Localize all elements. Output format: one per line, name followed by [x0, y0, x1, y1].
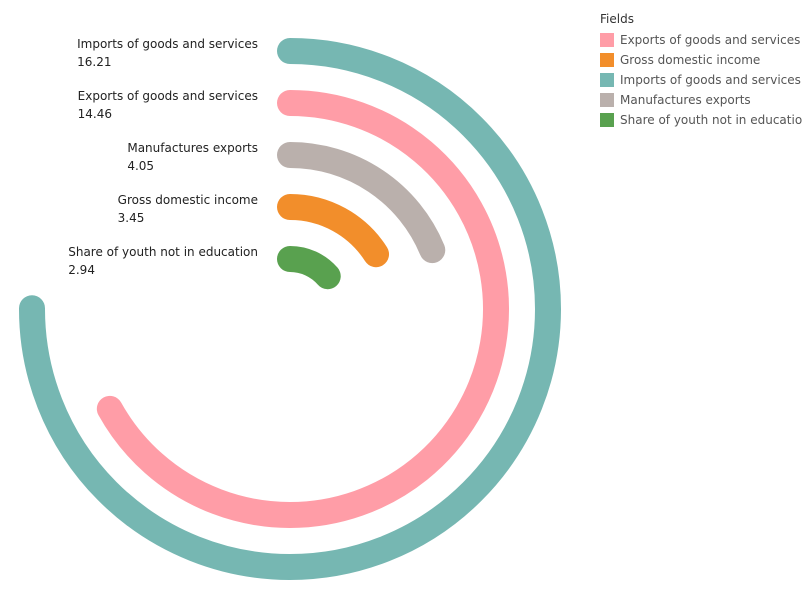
arc-manufactures-exports[interactable]	[277, 142, 446, 264]
legend-items: Exports of goods and services Gross domes…	[600, 30, 802, 130]
legend-label: Share of youth not in education	[620, 113, 802, 127]
legend-item-imports-of-goods-and-services[interactable]: Imports of goods and services	[600, 70, 802, 90]
arc-label-name: Share of youth not in education	[68, 245, 258, 259]
arc-label-value: 2.94	[68, 263, 95, 277]
legend-label: Exports of goods and services	[620, 33, 801, 47]
arc-label-value: 3.45	[118, 211, 145, 225]
legend-item-exports-of-goods-and-services[interactable]: Exports of goods and services	[600, 30, 802, 50]
arc-label-value: 14.46	[78, 107, 112, 121]
legend-swatch	[600, 53, 614, 67]
legend-swatch	[600, 33, 614, 47]
legend-label: Gross domestic income	[620, 53, 761, 67]
arc-label-name: Exports of goods and services	[78, 89, 258, 103]
arc-label-value: 4.05	[127, 159, 154, 173]
legend-item-share-of-youth-not-in-education[interactable]: Share of youth not in education	[600, 110, 802, 130]
legend-swatch	[600, 73, 614, 87]
arc-label-value: 16.21	[77, 55, 111, 69]
arc-exports-of-goods-and-services[interactable]	[96, 90, 509, 528]
legend-item-gross-domestic-income[interactable]: Gross domestic income	[600, 50, 802, 70]
arc-imports-of-goods-and-services[interactable]	[18, 38, 561, 580]
legend-swatch	[600, 93, 614, 107]
arc-label-name: Imports of goods and services	[77, 37, 258, 51]
arc-share-of-youth-not-in-education[interactable]	[277, 246, 341, 290]
legend-item-manufactures-exports[interactable]: Manufactures exports	[600, 90, 802, 110]
legend-label: Manufactures exports	[620, 93, 751, 107]
arc-label-name: Gross domestic income	[118, 193, 258, 207]
legend-swatch	[600, 113, 614, 127]
legend-title: Fields	[600, 12, 634, 26]
legend: Fields Exports of goods and services Gros…	[600, 12, 802, 130]
arc-label-name: Manufactures exports	[127, 141, 258, 155]
arc-gross-domestic-income[interactable]	[277, 194, 390, 268]
legend-label: Imports of goods and services	[620, 73, 801, 87]
